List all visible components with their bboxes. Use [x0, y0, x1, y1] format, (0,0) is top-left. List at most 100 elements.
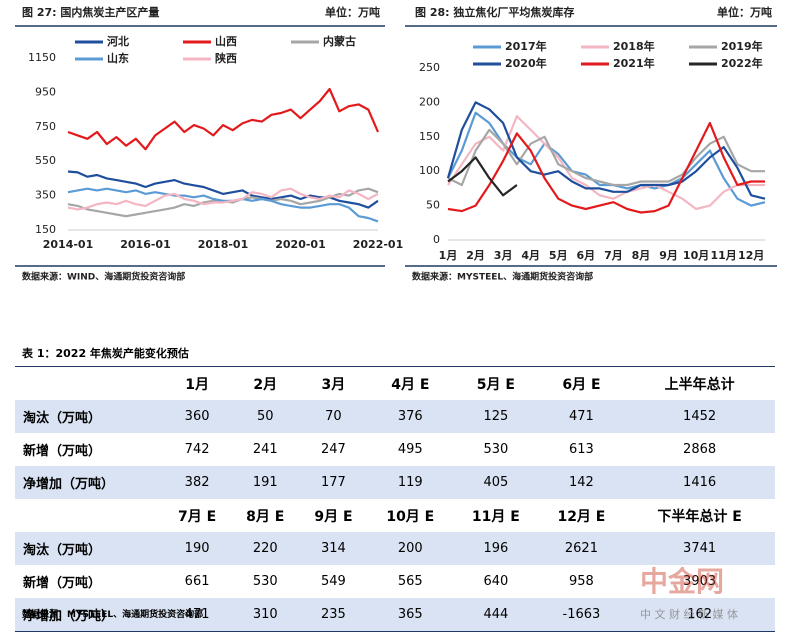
y-tick-label: 0	[433, 233, 440, 246]
table-cell: 净增加（万吨）	[15, 598, 163, 632]
table-cell: 119	[367, 466, 454, 499]
y-tick-label: 150	[419, 130, 440, 143]
table-cell: 142	[538, 466, 625, 499]
table-cell: 220	[231, 532, 300, 565]
y-tick-label: 150	[35, 223, 56, 236]
y-tick-label: 200	[419, 95, 440, 108]
legend-label: 内蒙古	[323, 34, 356, 48]
table-cell: 471	[163, 598, 232, 632]
legend-label: 山西	[215, 34, 237, 48]
table-cell: 530	[483, 442, 509, 457]
table: 1月 2月 3月 4月 E 5月 E 6月 E 上半年总计淘汰（万吨） 360 50 70 376 1…	[15, 366, 775, 632]
y-tick-label: 550	[35, 154, 56, 167]
table-cell: 382	[163, 466, 232, 499]
table-cell: 6月 E	[562, 376, 601, 393]
table-row: 净增加（万吨） 382 191 177 119 405 142 1416	[15, 466, 775, 499]
table-cell: 1月	[185, 376, 209, 393]
table-row: 淘汰（万吨） 360 50 70 376 125 471 1452	[15, 400, 775, 433]
table-cell: 11月 E	[471, 508, 520, 525]
charts: 图 27: 国内焦炭主产区产量 单位：万吨 数据来源：WIND、海通期货投资咨询…	[15, 5, 777, 283]
table-cell: 淘汰（万吨）	[15, 400, 163, 433]
x-tick-label: 2018-01	[198, 238, 249, 251]
table-cell: 3903	[683, 574, 717, 589]
source: 数据来源：MYSTEEL、海通期货投资咨询部	[22, 610, 204, 620]
x-tick-label: 4月	[521, 249, 540, 262]
legend-label: 2019年	[721, 39, 763, 53]
y-tick-label: 250	[419, 61, 440, 74]
table-cell: 640	[483, 574, 509, 589]
x-tick-label: 11月	[710, 249, 736, 262]
table-cell: 190	[163, 532, 232, 565]
table-cell: 405	[453, 466, 539, 499]
x-tick-label: 2月	[466, 249, 485, 262]
table-title: 表 1：2022 年焦炭产能变化预估	[22, 347, 189, 360]
table-cell: 310	[231, 598, 300, 632]
table-cell: 530	[252, 574, 278, 589]
x-tick-label: 9月	[659, 249, 678, 262]
series-line	[67, 87, 380, 151]
table-cell: 12月 E	[557, 508, 606, 525]
x-tick-label: 8月	[632, 249, 651, 262]
table-cell: 235	[299, 598, 368, 632]
legend-label: 2018年	[613, 39, 655, 53]
legend-label: 2021年	[613, 56, 655, 70]
table-cell: 8月 E	[246, 508, 285, 525]
table-cell	[15, 367, 163, 401]
x-tick-label: 2022-01	[353, 238, 404, 251]
table-cell: 下半年总计 E	[657, 508, 742, 525]
table-cell: 742	[184, 442, 210, 457]
legend-label: 2017年	[505, 39, 547, 53]
watermark-tagline: 中 文 财 经 新 媒 体	[640, 608, 738, 621]
table-cell: 200	[367, 532, 454, 565]
series-line	[67, 187, 379, 211]
table-cell: 241	[252, 442, 278, 457]
table-cell: 10月 E	[386, 508, 435, 525]
table-cell: 2868	[683, 442, 717, 457]
table-cell: 上半年总计	[664, 376, 735, 393]
unit: 单位：万吨	[717, 5, 772, 19]
source: 数据来源：MYSTEEL、海通期货投资咨询部	[412, 271, 593, 283]
table-cell: 958	[569, 574, 594, 589]
y-tick-label: 750	[35, 120, 56, 133]
series-line	[67, 187, 379, 223]
table-cell: 淘汰（万吨）	[15, 532, 163, 565]
table-cell: 661	[184, 574, 210, 589]
table-row: 新增（万吨） 661 530 549 565 640 958 3903	[15, 565, 775, 598]
table-cell: 3741	[624, 532, 775, 565]
x-tick-label: 10月	[683, 249, 709, 262]
table-cell: 125	[453, 400, 539, 433]
x-tick-label: 2020-01	[275, 238, 326, 251]
table-cell: 177	[299, 466, 368, 499]
table-cell: 191	[231, 466, 300, 499]
table-cell: 613	[569, 442, 594, 457]
table-cell: 新增（万吨）	[23, 576, 102, 591]
unit: 单位：万吨	[325, 5, 380, 19]
series-line	[447, 156, 518, 197]
table-row: 7月 E 8月 E 9月 E 10月 E 11月 E 12月 E 下半年总计 E	[15, 499, 775, 532]
table-cell: 2月	[253, 376, 278, 393]
table-cell	[15, 499, 163, 532]
series-line	[447, 115, 765, 211]
y-tick-label: 1150	[28, 51, 56, 64]
table-cell: 2621	[538, 532, 625, 565]
x-tick-label: 1月	[439, 249, 458, 262]
table-cell: 4月 E	[391, 376, 430, 393]
x-tick-label: 6月	[576, 249, 595, 262]
table-cell: 1452	[624, 400, 775, 433]
table-cell: -1663	[538, 598, 625, 632]
legend-label: 陕西	[215, 51, 237, 65]
table-row: 淘汰（万吨） 190 220 314 200 196 2621 3741	[15, 532, 775, 565]
table-cell: 新增（万吨）	[23, 444, 102, 459]
table-cell: 495	[397, 442, 423, 457]
table-cell: 3月	[321, 376, 346, 393]
table-cell: 5月 E	[476, 376, 515, 393]
table-cell: 565	[397, 574, 423, 589]
y-tick-label: 100	[419, 164, 440, 177]
x-tick-label: 5月	[549, 249, 568, 262]
legend-label: 山东	[107, 51, 129, 65]
table-cell: 549	[321, 574, 346, 589]
table-cell: 50	[231, 400, 300, 433]
table-cell: 314	[299, 532, 368, 565]
table-cell: 247	[321, 442, 346, 457]
table-cell: 196	[453, 532, 539, 565]
